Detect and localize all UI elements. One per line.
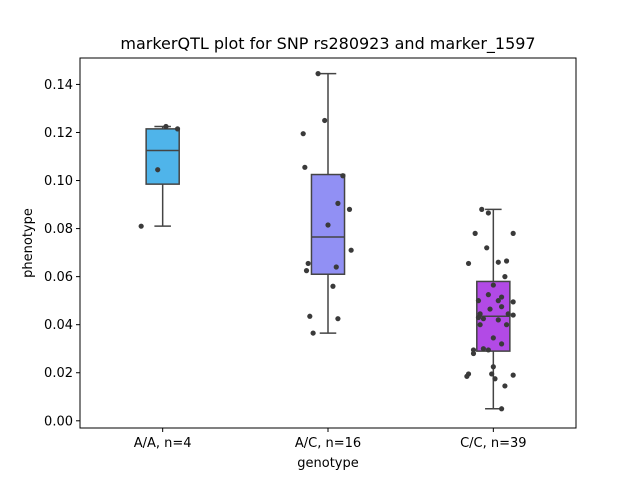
data-point-1-10 [333, 264, 339, 270]
x-tick-label-0: A/A, n=4 [134, 436, 192, 451]
data-point-0-1 [155, 167, 161, 173]
data-point-2-3 [472, 230, 478, 236]
data-point-2-21 [480, 316, 487, 322]
data-point-2-34 [464, 373, 470, 379]
data-point-1-15 [310, 330, 316, 336]
data-point-1-11 [303, 268, 310, 274]
data-point-2-26 [499, 341, 505, 347]
data-point-1-0 [315, 71, 321, 77]
data-point-0-0 [138, 223, 144, 229]
data-point-2-38 [499, 406, 505, 412]
chart-title: markerQTL plot for SNP rs280923 and mark… [120, 34, 535, 54]
x-tick-label-1: A/C, n=16 [295, 436, 361, 451]
y-axis-label: phenotype [21, 208, 36, 278]
box-group-0 [145, 125, 180, 227]
points-group-1 [300, 71, 354, 336]
data-point-1-14 [335, 316, 341, 322]
data-point-2-18 [505, 311, 511, 317]
y-tick-label-3: 0.06 [44, 270, 73, 285]
x-axis-label: genotype [297, 456, 358, 471]
data-point-2-1 [485, 210, 491, 216]
data-point-2-29 [485, 347, 491, 353]
box-1 [310, 173, 346, 275]
data-point-2-15 [499, 304, 505, 310]
box-group-1 [310, 72, 346, 334]
points-group-2 [464, 206, 516, 412]
data-point-1-3 [302, 164, 308, 170]
data-point-2-7 [465, 260, 472, 267]
data-point-2-11 [499, 294, 505, 300]
y-tick-label-0: 0.00 [44, 414, 73, 429]
data-point-2-25 [490, 335, 496, 341]
data-point-2-16 [487, 306, 493, 312]
data-point-2-22 [495, 317, 501, 323]
y-tick-label-1: 0.02 [44, 366, 73, 381]
data-point-1-9 [305, 260, 311, 267]
data-point-2-36 [492, 376, 498, 382]
points-group-0 [138, 123, 181, 229]
data-point-2-23 [503, 322, 510, 328]
data-point-2-5 [503, 258, 510, 264]
y-axis: 0.00 0.02 0.04 0.06 0.08 0.10 0.12 0.14 [44, 78, 80, 429]
data-point-1-2 [300, 131, 306, 137]
y-tick-label-5: 0.10 [44, 174, 73, 189]
data-point-2-27 [480, 346, 487, 352]
data-point-1-1 [322, 117, 328, 124]
data-point-2-8 [502, 274, 508, 280]
data-point-2-24 [477, 322, 483, 328]
x-tick-label-2: C/C, n=39 [460, 436, 526, 451]
data-point-0-3 [174, 126, 181, 132]
data-point-2-9 [490, 282, 496, 288]
data-point-0-2 [163, 123, 169, 130]
data-point-2-19 [510, 312, 516, 318]
y-tick-label-6: 0.12 [44, 126, 73, 141]
data-point-1-7 [325, 222, 331, 228]
data-point-2-6 [495, 259, 501, 265]
data-point-2-28 [470, 347, 477, 353]
plot-area [138, 71, 516, 412]
data-point-2-37 [502, 383, 508, 389]
data-point-1-8 [348, 247, 354, 253]
data-point-2-30 [470, 350, 477, 357]
data-point-1-4 [340, 173, 346, 179]
y-tick-label-4: 0.08 [44, 222, 73, 237]
y-tick-label-7: 0.14 [44, 78, 73, 93]
data-point-2-14 [510, 299, 516, 305]
data-point-1-5 [335, 200, 341, 206]
data-point-2-31 [490, 364, 496, 370]
data-point-2-2 [510, 230, 516, 236]
data-point-2-20 [475, 314, 482, 321]
y-tick-label-2: 0.04 [44, 318, 73, 333]
data-point-2-12 [495, 298, 501, 304]
data-point-2-32 [489, 371, 495, 377]
data-point-1-13 [307, 313, 313, 319]
x-axis: A/A, n=4 A/C, n=16 C/C, n=39 [134, 428, 527, 451]
data-point-1-6 [346, 206, 353, 212]
data-point-2-0 [479, 206, 485, 212]
data-point-1-12 [330, 283, 336, 289]
box-0 [145, 128, 180, 185]
data-point-2-13 [475, 298, 482, 304]
data-point-2-4 [484, 245, 490, 251]
data-point-2-35 [510, 372, 516, 378]
data-point-2-10 [485, 292, 491, 298]
